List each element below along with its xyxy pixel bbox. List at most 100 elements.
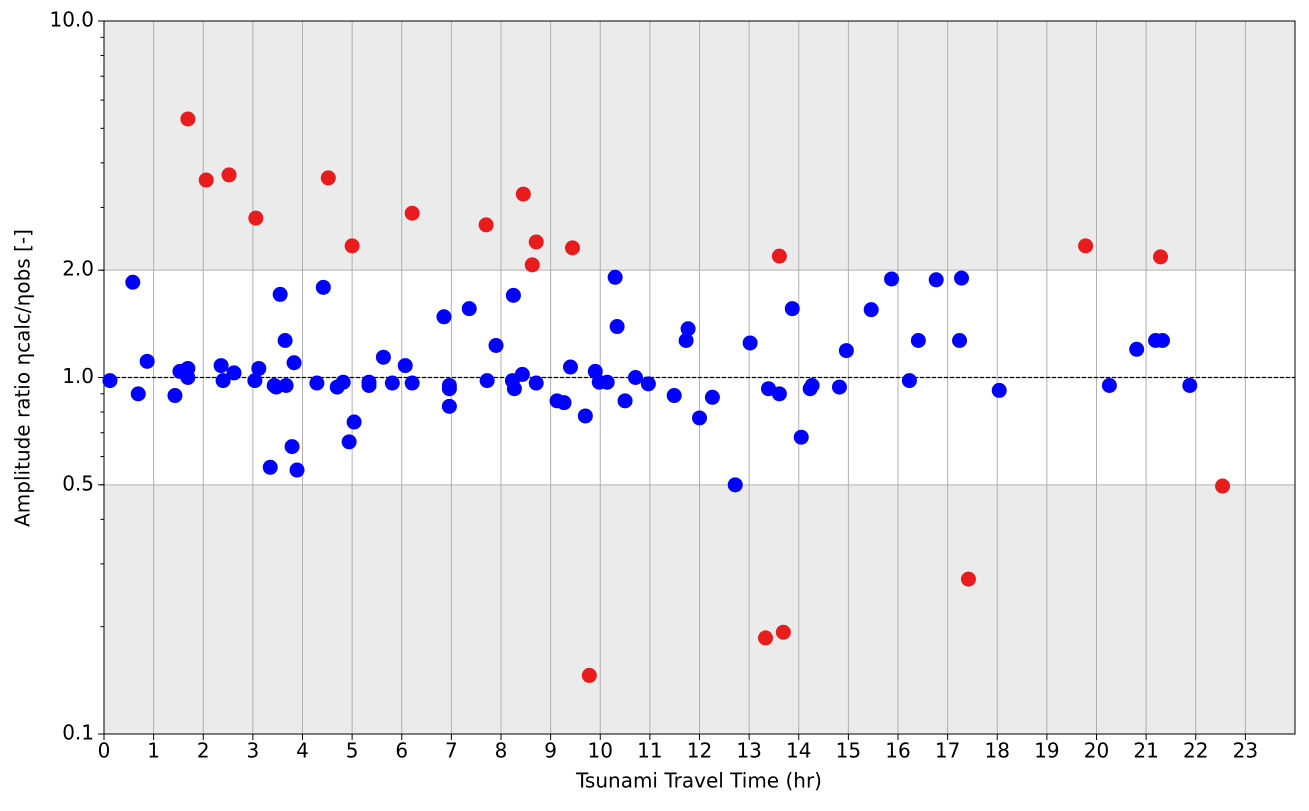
data-point xyxy=(180,111,196,127)
data-point xyxy=(884,271,900,287)
data-point xyxy=(167,388,183,404)
data-point xyxy=(180,370,196,385)
data-point xyxy=(404,205,420,221)
data-point xyxy=(251,360,267,376)
x-tick-label: 18 xyxy=(985,739,1010,763)
x-tick-label: 4 xyxy=(296,739,309,763)
data-point xyxy=(272,286,288,302)
data-point xyxy=(478,217,494,233)
data-point xyxy=(284,439,300,455)
data-point xyxy=(771,248,787,264)
x-tick-label: 16 xyxy=(885,739,910,763)
data-point xyxy=(361,377,377,393)
data-point xyxy=(577,408,593,424)
data-point xyxy=(1182,377,1198,393)
data-point xyxy=(286,355,302,371)
x-tick-label: 23 xyxy=(1233,739,1258,763)
data-point xyxy=(952,332,968,348)
x-tick-label: 7 xyxy=(445,739,458,763)
x-tick-label: 9 xyxy=(544,739,557,763)
data-point xyxy=(692,410,707,426)
data-point xyxy=(954,270,970,286)
data-point xyxy=(226,365,242,381)
data-point xyxy=(609,319,625,335)
data-point xyxy=(793,429,809,445)
data-point xyxy=(262,459,278,475)
x-tick-label: 3 xyxy=(247,739,260,763)
data-point xyxy=(666,388,682,404)
data-point xyxy=(375,349,391,365)
data-point xyxy=(514,366,530,382)
data-point xyxy=(344,238,360,254)
data-point xyxy=(335,374,351,390)
data-point xyxy=(441,381,457,397)
y-tick-label: 2.0 xyxy=(62,257,94,281)
data-point xyxy=(901,373,917,389)
data-point xyxy=(102,373,118,389)
x-axis-label: Tsunami Travel Time (hr) xyxy=(575,769,822,793)
data-point xyxy=(505,287,521,303)
data-point xyxy=(960,571,976,587)
x-tick-label: 20 xyxy=(1084,739,1109,763)
x-tick-label: 2 xyxy=(197,739,210,763)
x-tick-label: 10 xyxy=(588,739,613,763)
data-point xyxy=(436,309,452,325)
data-point xyxy=(315,279,331,295)
x-tick-label: 22 xyxy=(1183,739,1208,763)
data-point xyxy=(1078,238,1094,254)
x-tick-label: 0 xyxy=(98,739,111,763)
data-point xyxy=(680,321,696,337)
x-tick-label: 19 xyxy=(1034,739,1059,763)
data-point xyxy=(309,375,325,391)
data-point xyxy=(775,624,791,640)
data-point xyxy=(528,234,544,250)
data-point xyxy=(771,386,787,402)
data-point xyxy=(515,186,531,202)
data-point xyxy=(125,274,141,290)
data-point xyxy=(289,462,305,478)
data-point xyxy=(1129,341,1145,357)
y-tick-label: 10.0 xyxy=(49,8,94,32)
data-point xyxy=(838,343,854,359)
data-point xyxy=(742,335,758,351)
data-point xyxy=(215,373,231,389)
x-tick-label: 15 xyxy=(836,739,861,763)
x-tick-label: 21 xyxy=(1133,739,1158,763)
y-tick-label: 0.5 xyxy=(62,471,94,495)
data-point xyxy=(640,376,656,392)
data-point xyxy=(704,389,720,405)
data-point xyxy=(524,257,540,273)
data-point xyxy=(991,382,1007,398)
data-point xyxy=(277,332,293,348)
x-tick-label: 11 xyxy=(637,739,662,763)
x-tick-label: 6 xyxy=(395,739,408,763)
data-point xyxy=(556,395,572,411)
data-point xyxy=(863,302,879,318)
data-point xyxy=(198,172,214,188)
data-point xyxy=(562,359,578,375)
data-point xyxy=(221,167,237,183)
data-point xyxy=(528,375,544,391)
data-point xyxy=(581,667,597,683)
data-point xyxy=(479,373,495,389)
x-tick-label: 12 xyxy=(687,739,712,763)
data-point xyxy=(1101,377,1117,393)
data-point xyxy=(397,358,413,374)
data-point xyxy=(804,377,820,393)
x-tick-label: 1 xyxy=(147,739,160,763)
data-point xyxy=(617,393,633,409)
y-tick-label: 1.0 xyxy=(62,364,94,388)
x-tick-label: 5 xyxy=(346,739,359,763)
data-point xyxy=(910,332,926,348)
data-point xyxy=(346,414,362,430)
data-point xyxy=(1153,249,1169,265)
x-tick-label: 13 xyxy=(736,739,761,763)
data-point xyxy=(488,337,504,353)
x-tick-label: 8 xyxy=(495,739,508,763)
data-point xyxy=(130,386,146,402)
data-point xyxy=(320,170,336,186)
data-point xyxy=(213,358,229,374)
data-point xyxy=(247,373,263,389)
data-point xyxy=(928,272,944,288)
